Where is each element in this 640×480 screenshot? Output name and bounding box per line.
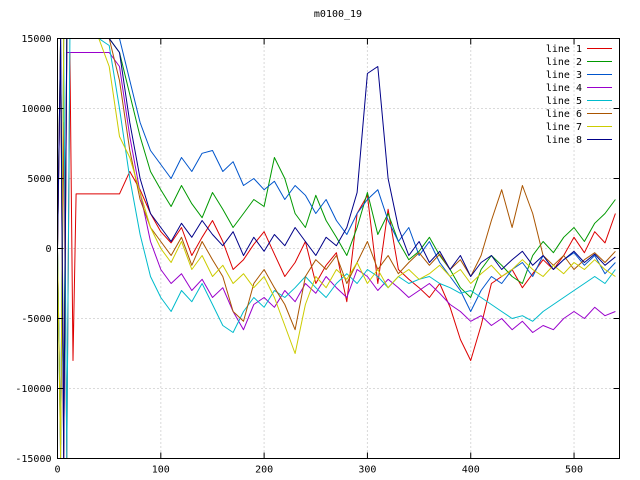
y-axis-tick-label: 15000	[21, 34, 51, 45]
legend-entry: line 2	[546, 57, 612, 68]
series-line-line-5	[57, 38, 616, 459]
series-line-line-1	[57, 52, 616, 459]
series-line-line-4	[57, 52, 616, 459]
x-axis-tick-label: 400	[462, 465, 480, 476]
legend-entry: line 5	[546, 96, 612, 107]
x-axis-tick-label: 300	[358, 465, 376, 476]
x-axis-tick-label: 500	[565, 465, 583, 476]
y-axis-tick-label: 5000	[27, 174, 51, 185]
legend-label: line 4	[546, 83, 582, 94]
legend-entry: line 3	[546, 70, 612, 81]
legend-label: line 8	[546, 135, 582, 146]
y-axis-tick-label: -10000	[15, 384, 51, 395]
legend-label: line 7	[546, 122, 582, 133]
x-axis-tick-label: 200	[255, 465, 273, 476]
legend-label: line 2	[546, 57, 582, 68]
x-axis-tick-label: 100	[152, 465, 170, 476]
legend-label: line 1	[546, 44, 582, 55]
legend-label: line 5	[546, 96, 582, 107]
y-axis-tick-label: 0	[45, 244, 51, 255]
y-axis-tick-label: 10000	[21, 104, 51, 115]
y-axis-tick-label: -5000	[21, 314, 51, 325]
legend-entry: line 4	[546, 83, 612, 94]
series-line-line-3	[57, 38, 616, 459]
legend-label: line 3	[546, 70, 582, 81]
legend-entry: line 1	[546, 44, 612, 55]
legend: line 1 line 2 line 3 line 4 line 5 line 6 line…	[546, 44, 612, 146]
tick-layer	[57, 38, 620, 459]
x-axis-tick-label: 0	[54, 465, 60, 476]
grid-layer	[57, 38, 620, 459]
legend-entry: line 8	[546, 135, 612, 146]
series-line-line-2	[57, 38, 616, 417]
legend-label: line 6	[546, 109, 582, 120]
legend-entry: line 6	[546, 109, 612, 120]
series-line-line-7	[57, 38, 616, 459]
series-line-line-8	[57, 38, 616, 459]
series-line-line-6	[57, 38, 616, 459]
legend-entry: line 7	[546, 122, 612, 133]
chart-title: m0100_19	[314, 9, 362, 20]
label-layer: 0 100 200 300 400 500 -15000 -10000 -5000 0 5000 10…	[15, 34, 583, 476]
series-layer	[57, 38, 616, 459]
y-axis-tick-label: -15000	[15, 454, 51, 465]
